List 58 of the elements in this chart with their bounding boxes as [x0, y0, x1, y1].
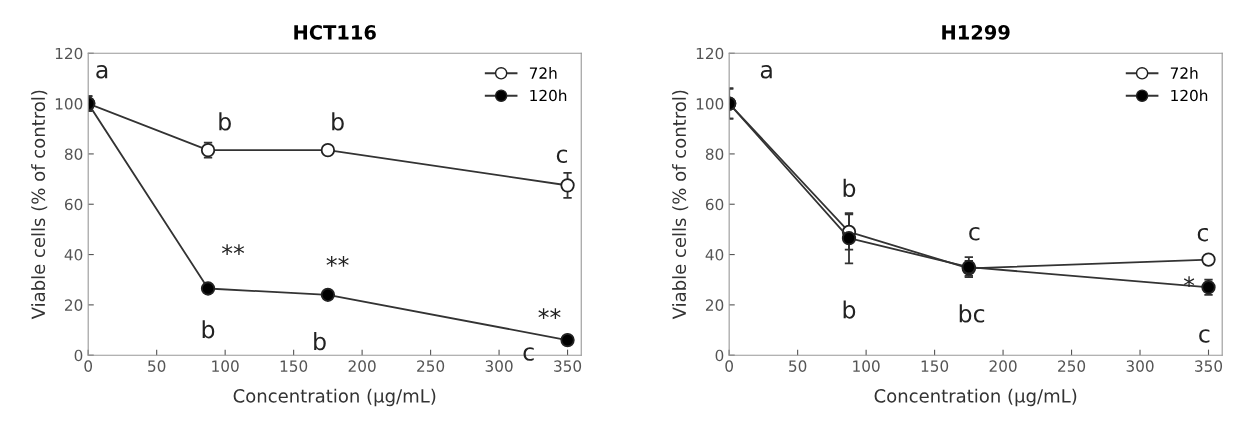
x-tick-label: 300 — [485, 360, 513, 372]
annotation: a — [760, 64, 772, 79]
x-tick-label: 350 — [1195, 360, 1223, 372]
y-tick-label: 20 — [65, 299, 83, 311]
x-tick-label: 100 — [853, 360, 880, 372]
annotation: c — [523, 347, 534, 361]
y-tick-label: 80 — [705, 148, 724, 160]
annotation: ** — [326, 256, 349, 267]
annotation: c — [1197, 227, 1208, 242]
annotation: b — [202, 320, 215, 339]
x-tick-label: 200 — [989, 360, 1017, 372]
annotation: b — [843, 300, 856, 319]
annotation: a — [96, 64, 108, 79]
y-tick-label: 0 — [74, 349, 83, 362]
y-tick-label: 20 — [705, 299, 724, 311]
y-tick-label: 40 — [64, 249, 83, 261]
x-axis-title: Concentration (μg/mL) — [233, 388, 436, 407]
annotation: bc — [959, 304, 985, 323]
annotation: b — [332, 112, 344, 131]
x-tick-label: 200 — [348, 360, 376, 372]
x-tick-label: 150 — [921, 360, 949, 372]
legend-label: 120h — [530, 89, 567, 102]
annotation: ** — [221, 244, 245, 255]
y-tick-label: 60 — [705, 198, 724, 211]
legend-label: 120h — [1171, 89, 1208, 102]
x-tick-label: 350 — [554, 360, 582, 372]
y-tick-label: 100 — [696, 98, 724, 110]
x-tick-label: 0 — [84, 360, 93, 372]
chart-title: H1299 — [942, 24, 1010, 40]
x-tick-label: 300 — [1126, 360, 1154, 372]
x-tick-label: 150 — [280, 360, 308, 372]
y-tick-label: 40 — [705, 249, 724, 261]
x-tick-label: 100 — [212, 360, 239, 372]
legend-label: 72h — [1170, 67, 1198, 79]
chart-title: HCT116 — [294, 24, 376, 40]
y-tick-label: 80 — [64, 148, 83, 160]
x-axis-title: Concentration (μg/mL) — [874, 388, 1077, 407]
annotation: * — [1183, 276, 1195, 288]
x-tick-label: 250 — [1058, 360, 1086, 372]
x-tick-label: 0 — [725, 360, 733, 372]
y-axis-title: Viable cells (% of control) — [672, 90, 689, 320]
annotation: b — [843, 178, 856, 198]
y-axis-title: Viable cells (% of control) — [31, 90, 48, 320]
x-tick-label: 50 — [789, 360, 807, 372]
annotation: b — [219, 112, 231, 131]
annotation: c — [1199, 329, 1210, 343]
x-tick-label: 250 — [417, 360, 445, 372]
annotation: b — [314, 332, 326, 351]
y-tick-label: 0 — [715, 349, 724, 362]
y-tick-label: 120 — [696, 47, 724, 60]
annotation: ** — [538, 308, 561, 320]
y-tick-label: 60 — [64, 198, 83, 211]
legend-label: 72h — [529, 67, 557, 79]
y-tick-label: 100 — [55, 98, 83, 110]
annotation: c — [556, 149, 568, 164]
annotation: c — [969, 226, 980, 241]
y-tick-label: 120 — [55, 47, 83, 60]
x-tick-label: 50 — [148, 360, 166, 372]
